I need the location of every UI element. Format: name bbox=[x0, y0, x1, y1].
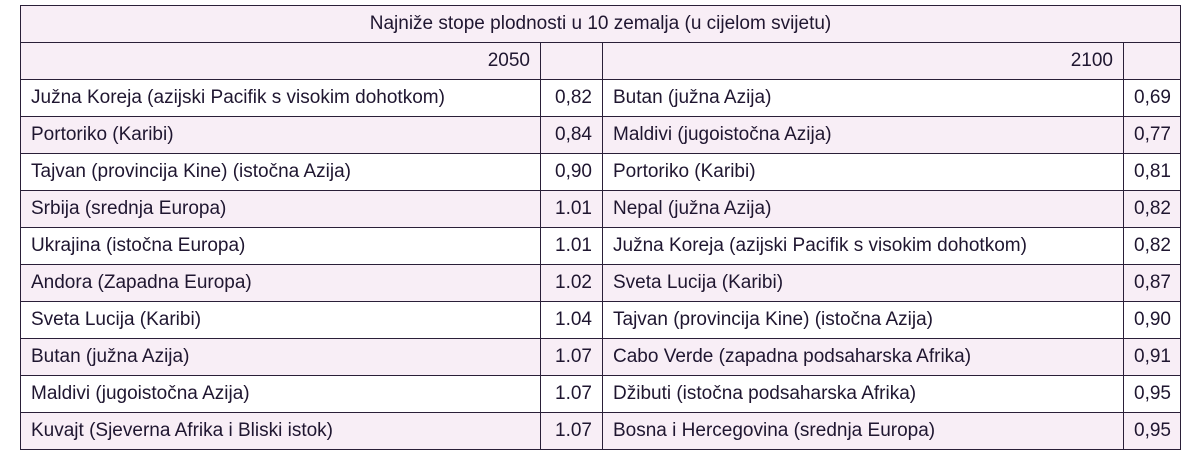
country-2050-cell: Kuvajt (Sjeverna Afrika i Bliski istok) bbox=[20, 412, 541, 450]
country-2100-cell: Džibuti (istočna podsaharska Afrika) bbox=[602, 375, 1124, 413]
fertility-table: Najniže stope plodnosti u 10 zemalja (u … bbox=[19, 5, 1182, 450]
country-2050-cell: Maldivi (jugoistočna Azija) bbox=[20, 375, 541, 413]
rate-2100-cell: 0,69 bbox=[1122, 79, 1182, 117]
table-row: Butan (južna Azija) 1.07 Cabo Verde (zapad… bbox=[20, 338, 1182, 376]
rate-2100-cell: 0,95 bbox=[1122, 375, 1182, 413]
rate-2050-cell: 0,84 bbox=[540, 116, 603, 154]
rate-2100-cell: 0,90 bbox=[1122, 301, 1182, 339]
table-title-row: Najniže stope plodnosti u 10 zemalja (u … bbox=[19, 5, 1182, 43]
table-row: Kuvajt (Sjeverna Afrika i Bliski istok) 1… bbox=[20, 412, 1182, 450]
rate-2050-cell: 1.01 bbox=[540, 190, 603, 228]
year-header-row: 2050 2100 bbox=[20, 42, 1182, 80]
country-2100-cell: Cabo Verde (zapadna podsaharska Afrika) bbox=[602, 338, 1124, 376]
country-2050-cell: Sveta Lucija (Karibi) bbox=[20, 301, 541, 339]
year-2050-header: 2050 bbox=[20, 42, 541, 80]
country-2100-cell: Bosna i Hercegovina (srednja Europa) bbox=[602, 412, 1124, 450]
table-row: Južna Koreja (azijski Pacifik s visokim … bbox=[20, 79, 1182, 117]
rate-2050-cell: 1.07 bbox=[540, 375, 603, 413]
year-2100-header-value-cell bbox=[1122, 42, 1182, 80]
table-row: Tajvan (provincija Kine) (istočna Azija)… bbox=[20, 153, 1182, 191]
country-2050-cell: Portoriko (Karibi) bbox=[20, 116, 541, 154]
country-2100-cell: Tajvan (provincija Kine) (istočna Azija) bbox=[602, 301, 1124, 339]
rate-2100-cell: 0,82 bbox=[1122, 227, 1182, 265]
rate-2100-cell: 0,82 bbox=[1122, 190, 1182, 228]
country-2100-cell: Južna Koreja (azijski Pacifik s visokim … bbox=[602, 227, 1124, 265]
country-2100-cell: Portoriko (Karibi) bbox=[602, 153, 1124, 191]
country-2050-cell: Butan (južna Azija) bbox=[20, 338, 541, 376]
country-2100-cell: Sveta Lucija (Karibi) bbox=[602, 264, 1124, 302]
rate-2050-cell: 1.02 bbox=[540, 264, 603, 302]
table-row: Ukrajina (istočna Europa) 1.01 Južna Korej… bbox=[20, 227, 1182, 265]
country-2100-cell: Butan (južna Azija) bbox=[602, 79, 1124, 117]
table-row: Maldivi (jugoistočna Azija) 1.07 Džibuti (… bbox=[20, 375, 1182, 413]
year-2100-header: 2100 bbox=[602, 42, 1124, 80]
table-row: Andora (Zapadna Europa) 1.02 Sveta Lucija … bbox=[20, 264, 1182, 302]
rate-2050-cell: 0,82 bbox=[540, 79, 603, 117]
table-body: Južna Koreja (azijski Pacifik s visokim … bbox=[20, 79, 1182, 450]
country-2100-cell: Nepal (južna Azija) bbox=[602, 190, 1124, 228]
rate-2100-cell: 0,87 bbox=[1122, 264, 1182, 302]
rate-2100-cell: 0,95 bbox=[1122, 412, 1182, 450]
country-2050-cell: Srbija (srednja Europa) bbox=[20, 190, 541, 228]
country-2050-cell: Ukrajina (istočna Europa) bbox=[20, 227, 541, 265]
rate-2050-cell: 1.07 bbox=[540, 338, 603, 376]
rate-2050-cell: 1.01 bbox=[540, 227, 603, 265]
rate-2050-cell: 1.07 bbox=[540, 412, 603, 450]
table-row: Srbija (srednja Europa) 1.01 Nepal (južna … bbox=[20, 190, 1182, 228]
country-2050-cell: Andora (Zapadna Europa) bbox=[20, 264, 541, 302]
rate-2050-cell: 1.04 bbox=[540, 301, 603, 339]
country-2050-cell: Južna Koreja (azijski Pacifik s visokim … bbox=[20, 79, 541, 117]
rate-2050-cell: 0,90 bbox=[540, 153, 603, 191]
year-2050-header-value-cell bbox=[540, 42, 603, 80]
table-title: Najniže stope plodnosti u 10 zemalja (u … bbox=[19, 5, 1182, 43]
fertility-table-container: Najniže stope plodnosti u 10 zemalja (u … bbox=[19, 5, 1182, 450]
table-row: Portoriko (Karibi) 0,84 Maldivi (jugoistoč… bbox=[20, 116, 1182, 154]
rate-2100-cell: 0,91 bbox=[1122, 338, 1182, 376]
rate-2100-cell: 0,77 bbox=[1122, 116, 1182, 154]
rate-2100-cell: 0,81 bbox=[1122, 153, 1182, 191]
table-row: Sveta Lucija (Karibi) 1.04 Tajvan (provinc… bbox=[20, 301, 1182, 339]
country-2100-cell: Maldivi (jugoistočna Azija) bbox=[602, 116, 1124, 154]
country-2050-cell: Tajvan (provincija Kine) (istočna Azija) bbox=[20, 153, 541, 191]
